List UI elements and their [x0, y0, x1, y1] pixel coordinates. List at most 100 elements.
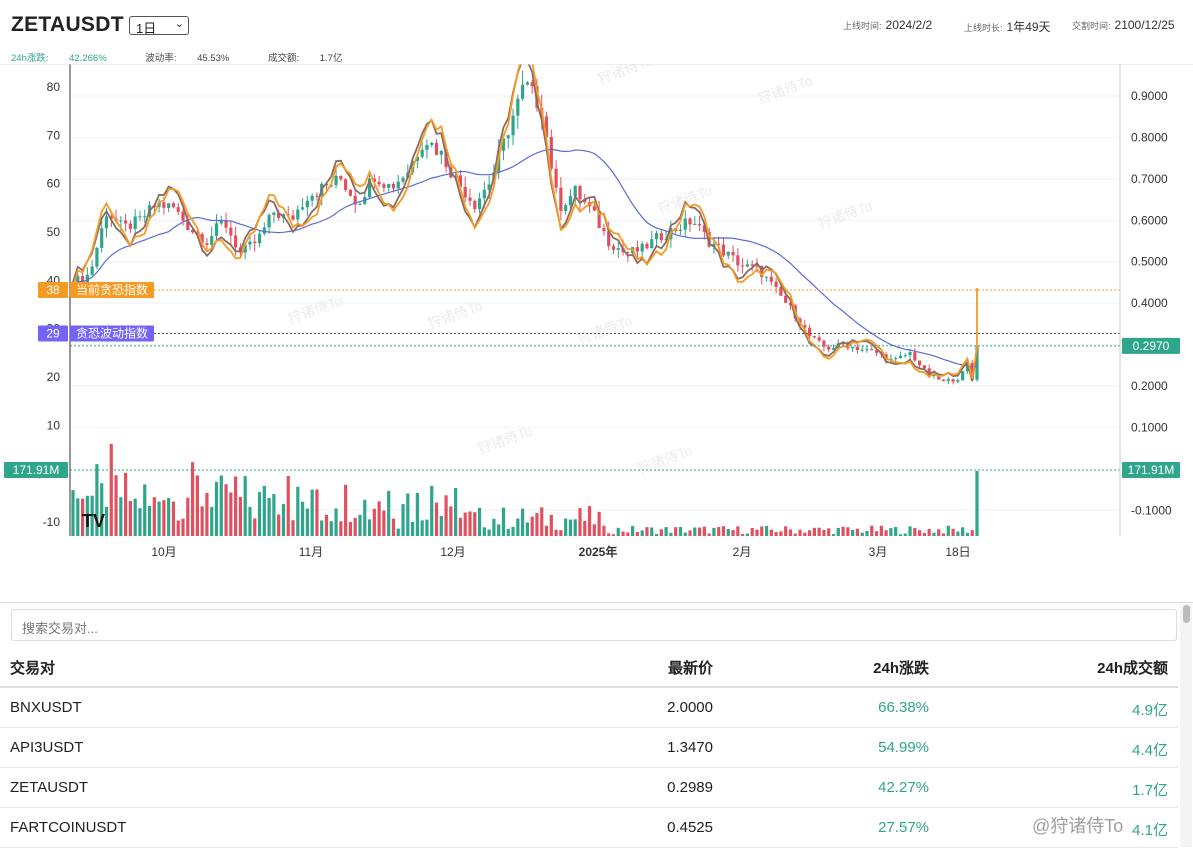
candle-body	[353, 195, 357, 205]
header-volume[interactable]: 24h成交额	[1097, 660, 1168, 677]
volume-bar	[162, 500, 166, 536]
candle-body	[965, 362, 970, 372]
candle-body	[549, 137, 553, 169]
volume-bar	[210, 507, 214, 536]
volume-bar	[965, 532, 970, 536]
candle-body	[970, 362, 974, 380]
left-tick-label: 60	[47, 177, 61, 191]
volume-bar	[784, 526, 788, 536]
header-change[interactable]: 24h涨跌	[873, 660, 929, 677]
volume-bar	[573, 519, 577, 536]
candle-body	[961, 371, 965, 381]
volume-bar	[592, 524, 596, 536]
volatility-value-bg	[38, 325, 68, 342]
volume-bar	[344, 484, 348, 536]
volume-bar	[329, 521, 333, 536]
pair-name: FARTCOINUSDT	[10, 819, 127, 836]
candle-body	[721, 244, 726, 256]
volume-bar	[506, 529, 510, 536]
candle-body	[784, 295, 788, 303]
candle-body	[109, 216, 113, 219]
volume-bar	[104, 506, 109, 536]
volume-bar	[769, 529, 773, 536]
candle-body	[956, 380, 960, 382]
volume-bar	[477, 507, 482, 536]
candle-body	[865, 349, 869, 351]
candle-body	[583, 199, 587, 203]
candle-body	[807, 327, 812, 337]
candle-body	[975, 345, 979, 380]
volume-bar	[544, 525, 549, 536]
volatility-stat: 波动率: 45.53%	[145, 53, 230, 64]
volume-bar	[970, 530, 974, 536]
volume-bar	[396, 528, 400, 536]
volume-stat: 成交额: 1.7亿	[267, 53, 343, 64]
candle-body	[468, 197, 472, 201]
header-pair[interactable]: 交易对	[10, 660, 56, 677]
volume-bar	[851, 529, 855, 536]
volume-bar	[975, 471, 979, 536]
header-price[interactable]: 最新价	[667, 660, 713, 677]
candle-body	[138, 216, 142, 218]
search-input[interactable]: 搜索交易对...	[11, 609, 1177, 641]
candle-body	[831, 347, 836, 350]
interval-select[interactable]: 1日 ⌄	[129, 16, 189, 36]
volume-bar	[764, 525, 769, 536]
candle-body	[171, 203, 176, 208]
candle-body	[941, 379, 946, 381]
volume-bar	[420, 520, 424, 536]
candle-body	[377, 181, 381, 185]
delivery-time: 交割时间: 2100/12/25	[1072, 18, 1175, 32]
volume-bar	[827, 528, 831, 536]
candle-body	[635, 247, 640, 252]
scroll-thumb[interactable]	[1183, 605, 1190, 623]
volume-bar	[664, 527, 668, 536]
candle-body	[937, 374, 941, 380]
candle-body	[927, 368, 931, 376]
fear-index-label: 当前贪恐指数	[76, 282, 148, 297]
right-tick-label: 0.9000	[1131, 89, 1168, 103]
volume-bar	[798, 529, 802, 536]
volume-bar	[688, 530, 692, 536]
candle-body	[688, 218, 692, 225]
candle-body	[401, 177, 405, 182]
volume-bar	[779, 531, 783, 536]
volume-bar	[497, 524, 501, 536]
x-tick-label: 10月	[151, 545, 176, 559]
table-row[interactable]: API3USDT 1.3470 54.99% 4.4亿	[0, 728, 1178, 768]
volume-bar	[803, 532, 807, 536]
volume-bar	[157, 501, 161, 536]
volume-bar	[124, 472, 128, 536]
volume-bar	[449, 506, 453, 536]
volume-bar	[918, 530, 922, 536]
table-row[interactable]: BNXUSDT 2.0000 66.38% 4.9亿	[0, 688, 1178, 728]
candle-body	[348, 189, 353, 196]
volatility-label-bg	[70, 325, 154, 342]
volume-bar	[583, 520, 587, 536]
candle-body	[683, 218, 687, 230]
candle-body	[430, 142, 434, 145]
table-row[interactable]: FARTCOINUSDT 0.4525 27.57% 4.1亿	[0, 808, 1178, 848]
candle-body	[143, 216, 147, 218]
pairs-table: 交易对 最新价 24h涨跌 24h成交额 BNXUSDT 2.0000 66.3…	[0, 646, 1178, 848]
candle-body	[894, 357, 898, 359]
candle-body	[477, 198, 482, 210]
volume-label-right: 171.91M	[1128, 463, 1175, 477]
chart-grid	[70, 95, 1120, 511]
volume-bar	[717, 526, 721, 536]
pair-name: BNXUSDT	[10, 699, 82, 716]
volume-bar	[956, 531, 960, 536]
volume-bar	[320, 520, 324, 536]
table-row[interactable]: ZETAUSDT 0.2989 42.27% 1.7亿	[0, 768, 1178, 808]
candle-body	[755, 265, 759, 267]
volume-bar	[951, 528, 955, 536]
volume-bar	[229, 492, 233, 536]
pair-price: 0.4525	[667, 819, 713, 836]
candle-body	[712, 243, 716, 247]
candle-body	[344, 179, 348, 190]
candle-body	[396, 181, 400, 189]
table-scrollbar[interactable]	[1180, 603, 1192, 847]
volume-bar	[616, 527, 620, 536]
volume-bar	[90, 495, 94, 536]
